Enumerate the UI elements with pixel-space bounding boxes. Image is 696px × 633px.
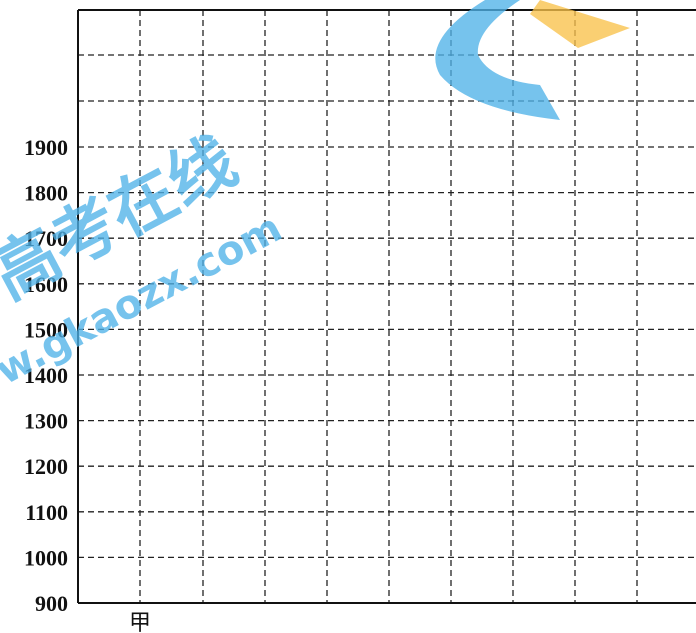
- horizontal-gridlines: [78, 54, 696, 559]
- y-tick-label-1800: 1800: [24, 181, 68, 206]
- vertical-gridlines: [139, 10, 638, 603]
- y-tick-label-1100: 1100: [25, 500, 68, 525]
- y-tick-label-1300: 1300: [24, 409, 68, 434]
- y-tick-label-1400: 1400: [24, 363, 68, 388]
- y-tick-label-1700: 1700: [24, 226, 68, 251]
- y-tick-label-1500: 1500: [24, 317, 68, 342]
- logo-arc-blue: [435, 0, 560, 120]
- logo-arc-orange: [530, 0, 630, 48]
- y-tick-label-1900: 1900: [24, 135, 68, 160]
- y-tick-label-1200: 1200: [24, 454, 68, 479]
- x-tick-labels: 甲: [129, 611, 151, 633]
- watermark-logo: [435, 0, 630, 120]
- axes: [77, 9, 696, 604]
- y-tick-labels: 1900 1800 1700 1600 1500 1400 1300 1200 1100 1000…: [24, 135, 68, 616]
- y-tick-label-1600: 1600: [24, 272, 68, 297]
- watermark: 高考在线 www.gkaozx.com: [0, 0, 630, 429]
- x-category-label-1: 甲: [129, 611, 151, 633]
- y-tick-label-1000: 1000: [24, 545, 68, 570]
- y-tick-label-900: 900: [35, 591, 68, 616]
